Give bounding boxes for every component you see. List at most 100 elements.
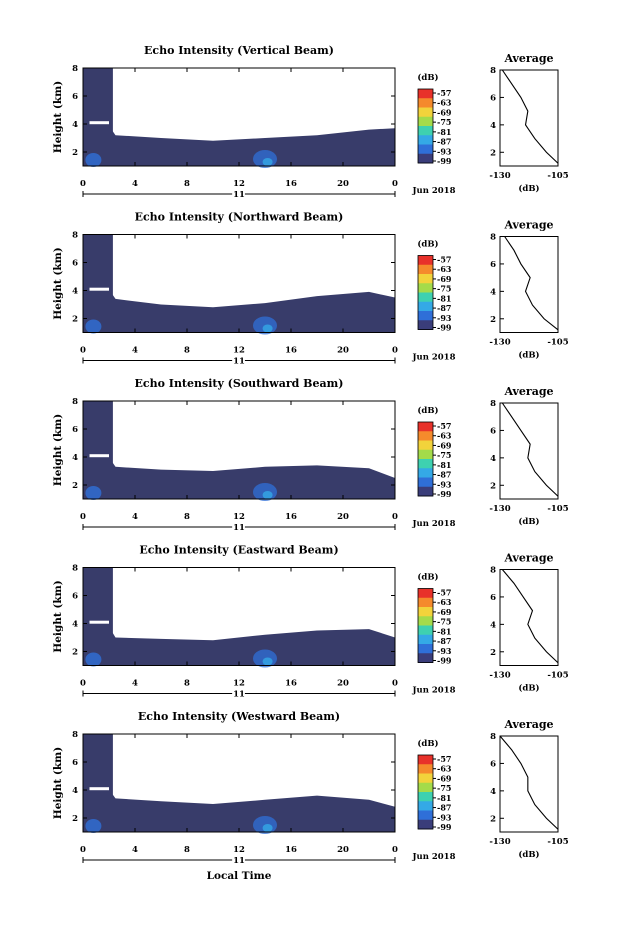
inset-y-tick-label: 6 <box>490 93 496 103</box>
y-tick-label: 8 <box>72 231 78 241</box>
average-profile-line <box>501 569 559 664</box>
inset-y-tick-label: 4 <box>490 454 496 464</box>
colorbar-segment <box>418 292 433 303</box>
y-axis-label: Height (km) <box>52 747 64 819</box>
strong-echo <box>85 153 102 167</box>
colorbar-tick-label: -93 <box>437 646 452 656</box>
strong-echo <box>262 324 273 333</box>
colorbar-segment <box>418 616 433 626</box>
x-tick-label: 20 <box>337 679 349 689</box>
x-tick-label: 12 <box>233 346 245 356</box>
colorbar-segment <box>418 607 433 617</box>
colorbar: -57-63-69-75-81-87-93-99 <box>417 88 452 166</box>
colorbar: -57-63-69-75-81-87-93-99 <box>417 421 452 499</box>
colorbar-tick-label: -81 <box>437 293 451 303</box>
x-tick-label: 4 <box>132 512 138 522</box>
inset-y-tick-label: 6 <box>490 260 496 270</box>
average-profile-line <box>504 236 559 331</box>
chart-title: Echo Intensity (Westward Beam) <box>138 710 340 723</box>
colorbar-tick-label: -75 <box>437 284 451 294</box>
x-tick-label: 16 <box>285 179 297 189</box>
x-tick-label: 8 <box>184 512 190 522</box>
echo-column <box>83 401 113 499</box>
y-tick-label: 6 <box>72 425 78 435</box>
average-profile-line <box>501 69 559 164</box>
echo-region <box>83 605 395 666</box>
colorbar-tick-label: -93 <box>437 146 452 156</box>
date-label: 11 <box>233 357 245 367</box>
colorbar-tick-label: -99 <box>437 323 452 333</box>
colorbar-tick-label: -75 <box>437 117 451 127</box>
colorbar-tick-label: -87 <box>437 803 451 813</box>
strong-echo <box>262 657 273 666</box>
colorbar-segment <box>418 588 433 599</box>
inset-y-tick-label: 8 <box>490 566 496 576</box>
date-suffix: Jun 2018 <box>412 353 456 363</box>
strong-echo <box>85 652 102 667</box>
colorbar-segment <box>418 144 433 155</box>
inset-title: Average <box>503 219 553 232</box>
chart-title: Echo Intensity (Eastward Beam) <box>139 544 338 557</box>
y-tick-label: 2 <box>72 315 78 325</box>
inset-y-tick-label: 2 <box>490 315 496 325</box>
strong-echo <box>262 491 273 499</box>
inset-x-tick-label: -130 <box>489 504 510 514</box>
colorbar-tick-label: -69 <box>437 107 452 117</box>
colorbar-unit: (dB) <box>417 239 438 250</box>
colorbar-tick-label: -93 <box>437 812 452 822</box>
colorbar-tick-label: -57 <box>437 588 451 598</box>
average-inset: Average 2 4 6 8 -130 -105 (dB) <box>489 385 568 527</box>
colorbar-tick-label: -81 <box>437 460 451 470</box>
inset-frame <box>499 236 559 333</box>
colorbar-frame <box>417 754 434 830</box>
date-suffix: Jun 2018 <box>412 852 456 862</box>
colorbar-segment <box>418 116 433 127</box>
colorbar-tick-label: -63 <box>437 764 452 774</box>
echo-gap <box>89 620 109 624</box>
colorbar-segment <box>418 597 433 608</box>
inset-x-tick-label: -130 <box>489 338 510 348</box>
y-tick-label: 4 <box>72 786 78 796</box>
x-tick-label: 0 <box>392 179 398 189</box>
colorbar-tick-label: -75 <box>437 783 451 793</box>
strong-echo <box>262 158 273 166</box>
inset-y-tick-label: 6 <box>490 759 496 769</box>
inset-y-tick-label: 2 <box>490 481 496 491</box>
x-tick-label: 16 <box>285 512 297 522</box>
y-tick-label: 6 <box>72 592 78 602</box>
colorbar-tick-label: -81 <box>437 793 451 803</box>
inset-y-tick-label: 2 <box>490 148 496 158</box>
x-tick-label: 20 <box>337 845 349 855</box>
inset-frame <box>499 569 559 666</box>
colorbar-segment <box>418 440 433 451</box>
inset-x-tick-label: -130 <box>489 671 510 681</box>
inset-y-tick-label: 8 <box>490 233 496 243</box>
x-tick-label: 4 <box>132 679 138 689</box>
date-label: 11 <box>233 523 245 533</box>
colorbar: -57-63-69-75-81-87-93-99 <box>417 255 452 333</box>
colorbar-tick-label: -69 <box>437 274 452 284</box>
colorbar-segment <box>418 764 433 774</box>
echo-gap <box>89 287 109 291</box>
inset-x-tick-label: -105 <box>547 504 568 514</box>
inset-x-tick-label: -105 <box>547 837 568 847</box>
colorbar: -57-63-69-75-81-87-93-99 <box>417 754 452 832</box>
colorbar-frame <box>417 588 434 663</box>
colorbar-tick-label: -99 <box>437 489 452 499</box>
colorbar-tick-label: -57 <box>437 88 451 98</box>
y-axis-label: Height (km) <box>52 81 64 153</box>
x-tick-label: 12 <box>233 679 245 689</box>
inset-title: Average <box>503 552 553 565</box>
inset-x-tick-label: -130 <box>489 171 510 181</box>
x-tick-label: 4 <box>132 179 138 189</box>
inset-title: Average <box>503 385 553 398</box>
y-tick-label: 2 <box>72 648 78 658</box>
average-inset: Average 2 4 6 8 -130 -105 (dB) <box>489 52 568 194</box>
colorbar-tick-label: -63 <box>437 431 452 441</box>
colorbar-segment <box>418 486 433 497</box>
colorbar-segment <box>418 449 433 460</box>
echo-column <box>83 234 113 333</box>
colorbar-segment <box>418 819 433 830</box>
average-profile-line <box>499 735 559 830</box>
